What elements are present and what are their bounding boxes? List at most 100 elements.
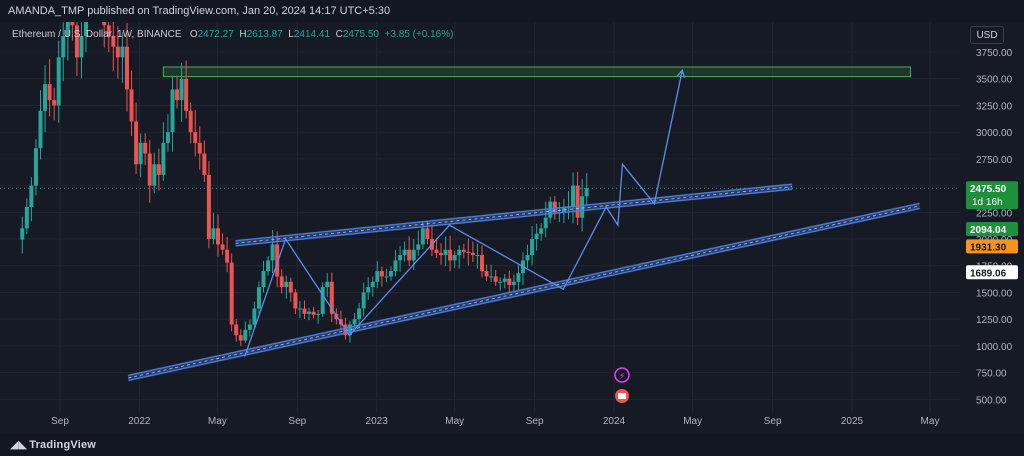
candle-body[interactable] (452, 255, 457, 261)
candle-body[interactable] (439, 252, 444, 256)
candle-body[interactable] (375, 271, 380, 282)
candle-body[interactable] (357, 308, 362, 320)
candle-body[interactable] (61, 36, 66, 58)
candle-body[interactable] (70, 22, 75, 26)
candle-body[interactable] (74, 25, 79, 58)
resistance-zone[interactable] (162, 66, 912, 78)
candle-body[interactable] (56, 57, 61, 106)
resistance-trendline-lower[interactable] (235, 188, 793, 247)
candle-body[interactable] (361, 292, 366, 309)
candle-body[interactable] (188, 110, 193, 133)
candle-body[interactable] (434, 249, 439, 253)
candle-body[interactable] (402, 249, 407, 256)
candle-body[interactable] (393, 260, 398, 272)
candle-body[interactable] (498, 281, 503, 283)
candle-body[interactable] (47, 84, 52, 101)
candle-body[interactable] (352, 319, 357, 325)
candle-body[interactable] (348, 324, 353, 336)
resistance-trendline-upper[interactable] (235, 183, 793, 242)
candle-body[interactable] (29, 185, 34, 207)
candle-body[interactable] (197, 142, 202, 154)
candle-body[interactable] (220, 244, 225, 250)
candle-body[interactable] (316, 313, 321, 315)
candle-body[interactable] (252, 308, 257, 325)
candle-body[interactable] (530, 239, 535, 256)
candle-body[interactable] (580, 196, 585, 218)
candle-body[interactable] (175, 89, 180, 101)
candle-body[interactable] (161, 142, 166, 175)
candle-body[interactable] (448, 249, 453, 261)
candle-body[interactable] (84, 22, 89, 37)
candle-body[interactable] (234, 324, 239, 336)
candle-body[interactable] (461, 249, 466, 252)
candle-body[interactable] (152, 164, 157, 186)
candle-body[interactable] (489, 276, 494, 278)
support-trendline-lower[interactable] (128, 207, 920, 382)
candle-body[interactable] (143, 142, 148, 154)
candle-body[interactable] (457, 249, 462, 256)
candle-body[interactable] (134, 121, 139, 165)
candle-body[interactable] (366, 287, 371, 293)
candle-body[interactable] (411, 249, 416, 261)
candle-body[interactable] (43, 84, 48, 111)
candle-body[interactable] (484, 271, 489, 277)
candle-body[interactable] (584, 188, 589, 197)
candle-body[interactable] (443, 249, 448, 256)
candle-body[interactable] (270, 244, 275, 261)
candle-body[interactable] (202, 153, 207, 175)
candle-body[interactable] (416, 244, 421, 250)
candle-body[interactable] (284, 281, 289, 288)
candle-body[interactable] (111, 36, 116, 47)
currency-button[interactable]: USD (970, 26, 1004, 44)
candle-body[interactable] (275, 244, 280, 277)
candle-body[interactable] (516, 273, 521, 282)
price-chart[interactable]: 3750.003500.003250.003000.002750.002500.… (0, 22, 1024, 434)
candle-body[interactable] (156, 164, 161, 175)
candle-body[interactable] (329, 281, 334, 314)
support-trendline-upper[interactable] (128, 202, 920, 377)
chart-panel[interactable]: 3750.003500.003250.003000.002750.002500.… (0, 22, 1024, 434)
candle-body[interactable] (575, 185, 580, 218)
candle-body[interactable] (311, 311, 316, 315)
candle-body[interactable] (206, 174, 211, 240)
candle-body[interactable] (147, 153, 152, 186)
candle-body[interactable] (539, 228, 544, 234)
candle-body[interactable] (297, 308, 302, 310)
candle-body[interactable] (193, 132, 198, 143)
candle-body[interactable] (398, 255, 403, 261)
candle-body[interactable] (65, 22, 70, 37)
candle-body[interactable] (379, 271, 384, 277)
candle-body[interactable] (138, 142, 143, 165)
candle-body[interactable] (79, 36, 84, 58)
candle-body[interactable] (307, 311, 312, 314)
candle-body[interactable] (534, 233, 539, 240)
candle-body[interactable] (507, 278, 512, 285)
candle-body[interactable] (247, 324, 252, 330)
candle-body[interactable] (165, 132, 170, 143)
candle-body[interactable] (106, 25, 111, 36)
candle-body[interactable] (388, 271, 393, 277)
candle-body[interactable] (238, 335, 243, 341)
candle-body[interactable] (243, 329, 248, 341)
candle-body[interactable] (502, 278, 507, 282)
candle-body[interactable] (52, 100, 57, 106)
candle-body[interactable] (320, 287, 325, 314)
candle-body[interactable] (179, 78, 184, 101)
event-dividend-icon[interactable] (614, 367, 630, 383)
candle-body[interactable] (102, 22, 107, 26)
candle-body[interactable] (115, 46, 120, 58)
candle-body[interactable] (384, 276, 389, 278)
tradingview-logo[interactable]: ◢◣ TradingView (10, 434, 96, 456)
candle-body[interactable] (120, 46, 125, 58)
candle-body[interactable] (493, 276, 498, 282)
candle-body[interactable] (470, 252, 475, 256)
candle-body[interactable] (266, 260, 271, 272)
candle-body[interactable] (543, 217, 548, 229)
symbol-name[interactable]: Ethereum / U.S. Dollar, 1W, BINANCE (12, 29, 182, 40)
candle-body[interactable] (216, 228, 221, 245)
candle-body[interactable] (170, 89, 175, 133)
candle-body[interactable] (211, 228, 216, 240)
candle-body[interactable] (480, 255, 485, 272)
candle-body[interactable] (407, 249, 412, 261)
candle-body[interactable] (571, 185, 576, 207)
